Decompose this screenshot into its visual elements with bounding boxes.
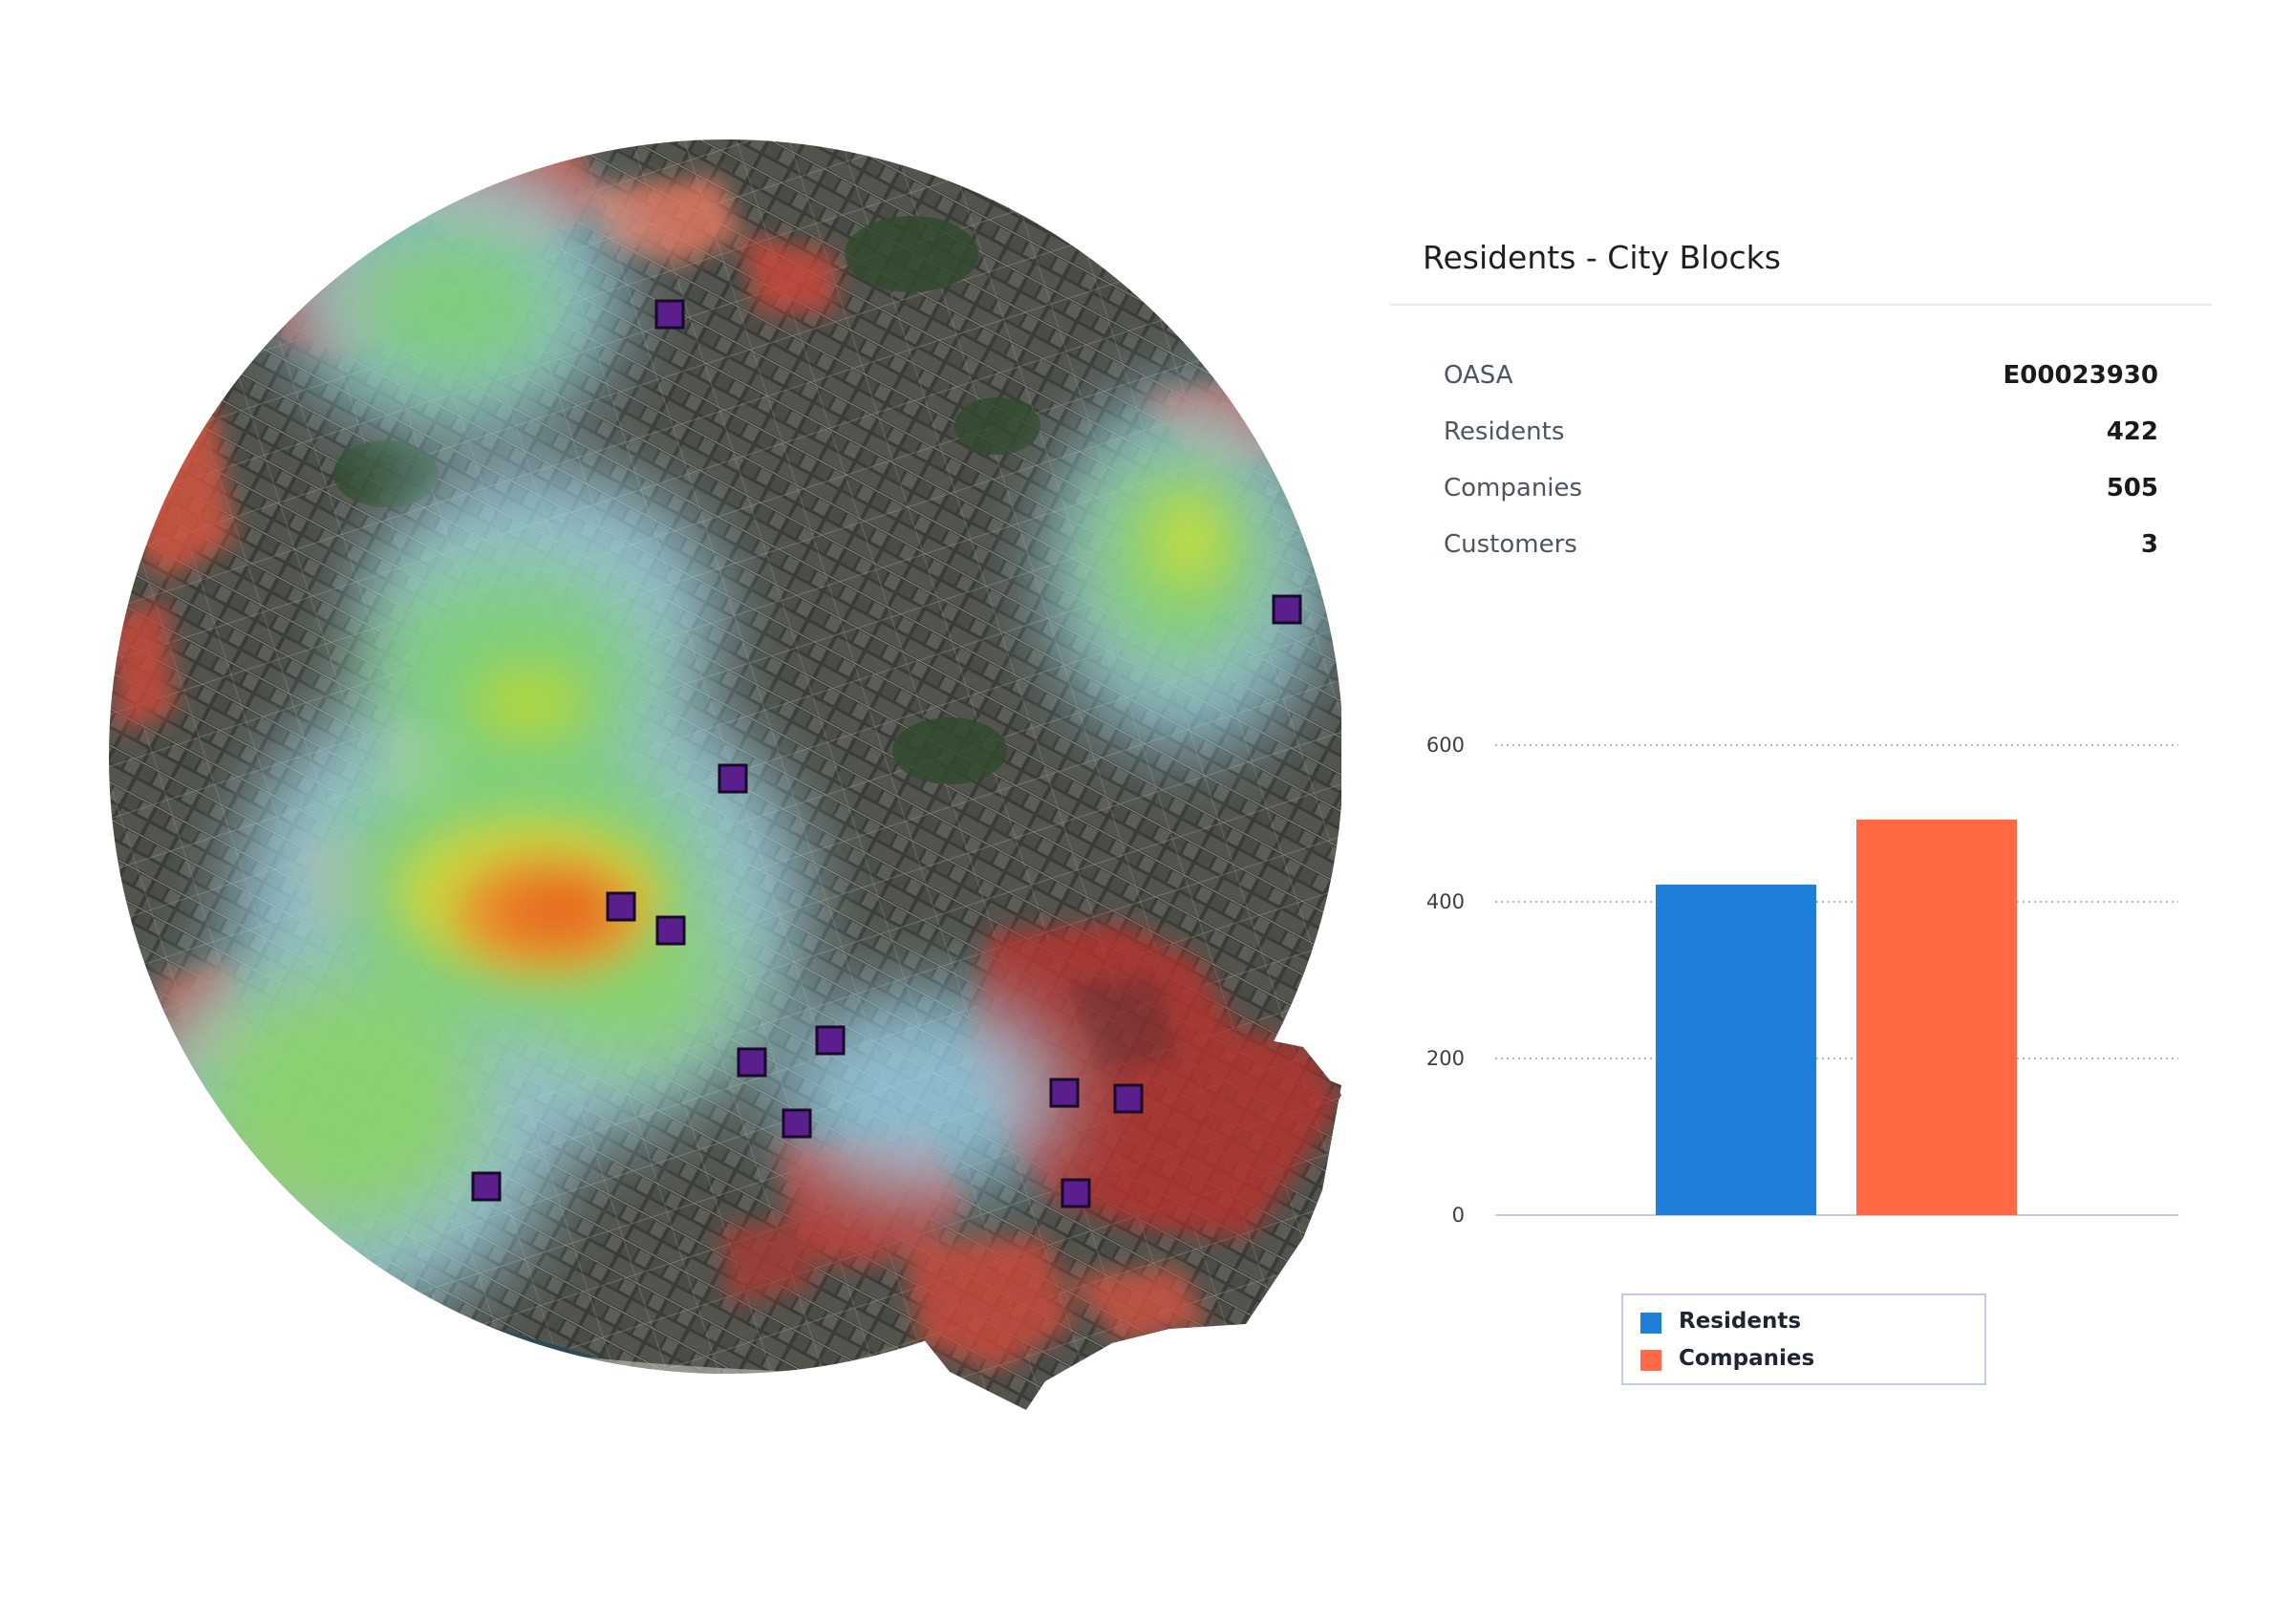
y-tick-label: 600	[1426, 734, 1465, 757]
panel-divider	[1390, 304, 2212, 306]
customer-marker[interactable]	[606, 891, 636, 922]
info-label: Customers	[1444, 530, 1577, 559]
info-label: Companies	[1444, 474, 1583, 502]
customer-marker[interactable]	[1113, 1083, 1144, 1114]
bar-residents[interactable]	[1656, 884, 1816, 1215]
info-row-residents: Residents 422	[1444, 417, 2158, 456]
customer-marker[interactable]	[1049, 1078, 1080, 1108]
info-value: E00023930	[2003, 361, 2159, 390]
customer-marker[interactable]	[782, 1108, 812, 1139]
info-label: Residents	[1444, 417, 1565, 446]
legend-swatch-companies	[1640, 1350, 1661, 1371]
info-value: 422	[2106, 417, 2158, 446]
customer-marker[interactable]	[655, 915, 686, 946]
bar-chart: 0 200 400 600	[1426, 734, 2178, 1227]
legend-label: Residents	[1679, 1309, 1802, 1334]
customer-marker[interactable]	[1272, 594, 1302, 625]
info-value: 505	[2106, 474, 2158, 502]
customer-markers[interactable]	[471, 299, 1302, 1208]
bar-companies[interactable]	[1856, 819, 2017, 1215]
info-value: 3	[2140, 530, 2158, 559]
info-label: OASA	[1444, 361, 1513, 390]
y-tick-label: 200	[1426, 1047, 1465, 1070]
y-tick-label: 400	[1426, 890, 1465, 913]
customer-marker[interactable]	[1061, 1178, 1091, 1208]
info-row-companies: Companies 505	[1444, 474, 2158, 512]
panel-title: Residents - City Blocks	[1423, 239, 1781, 276]
map-canvas[interactable]	[109, 139, 1341, 1410]
legend-swatch-residents	[1640, 1313, 1661, 1334]
y-tick-label: 0	[1452, 1204, 1465, 1227]
info-row-customers: Customers 3	[1444, 530, 2158, 568]
legend-label: Companies	[1679, 1346, 1815, 1371]
info-row-oasa: OASA E00023930	[1444, 361, 2158, 399]
customer-marker[interactable]	[654, 299, 685, 330]
customer-marker[interactable]	[471, 1171, 502, 1202]
customer-marker[interactable]	[737, 1047, 767, 1078]
heatmap-map[interactable]	[109, 139, 1341, 1410]
chart-legend: Residents Companies	[1621, 1293, 1986, 1385]
customer-marker[interactable]	[718, 763, 748, 794]
customer-marker[interactable]	[815, 1025, 846, 1056]
